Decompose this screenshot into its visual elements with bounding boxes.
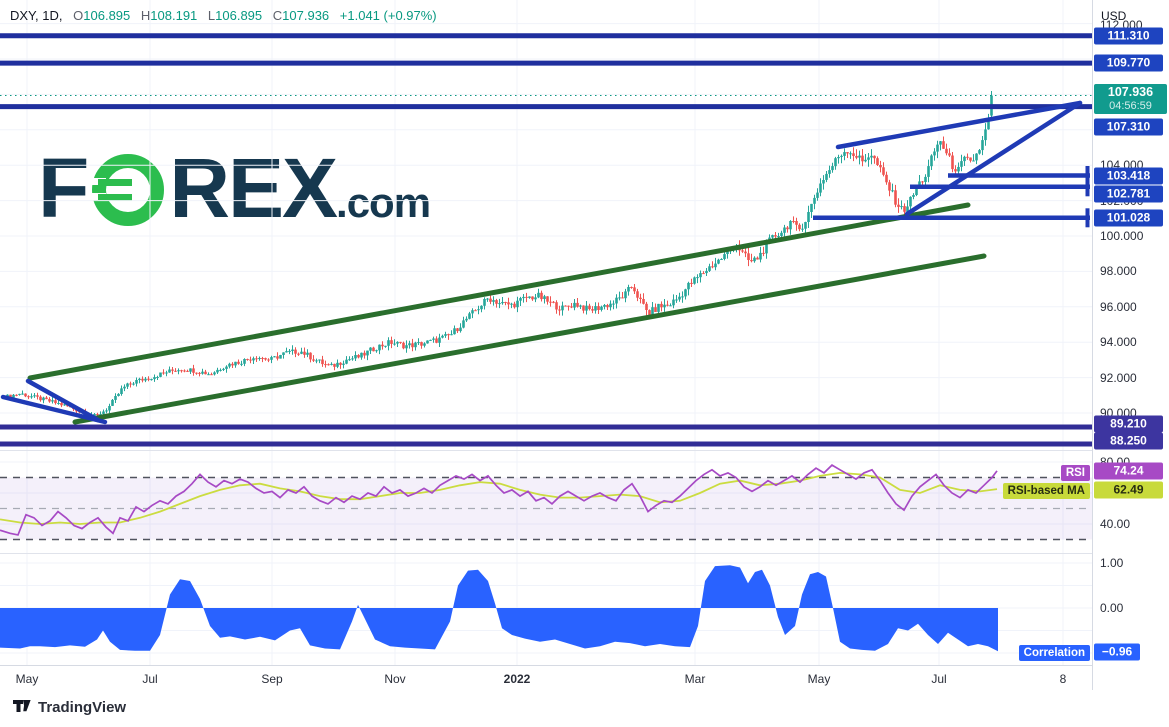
chart-canvas[interactable] <box>0 0 1092 690</box>
low-value: 106.895 <box>215 8 263 23</box>
rsi-line <box>0 464 998 536</box>
rsi-ma-line <box>0 471 998 525</box>
axis-tick-label: 1.00 <box>1100 556 1124 570</box>
time-tick-label: May <box>15 672 39 686</box>
price-level-badge: 62.49 <box>1094 481 1163 499</box>
current-price-value: 107.936 <box>1107 85 1154 99</box>
blue-trendline <box>0 394 108 425</box>
blue-trendline <box>835 100 1083 150</box>
time-axis[interactable]: May Jul Sep Nov 2022 Mar May Jul 8 <box>0 665 1092 691</box>
price-level-badge: 101.028 <box>1094 209 1163 227</box>
axis-currency-label: USD <box>1101 9 1127 23</box>
change-value: +1.041 (+0.97%) <box>339 8 437 23</box>
price-axis[interactable]: USD 112.000104.000102.000100.00098.00096… <box>1092 0 1169 690</box>
axis-tick-label: 100.000 <box>1100 229 1144 243</box>
time-tick-label: 2022 <box>503 672 531 686</box>
axis-tick-label: 94.000 <box>1100 335 1137 349</box>
symbol-name[interactable]: DXY, 1D, <box>10 8 63 23</box>
time-tick-label: 8 <box>1059 672 1067 686</box>
price-level-badge: 111.310 <box>1094 27 1163 45</box>
price-level-badge: 107.310 <box>1094 118 1163 136</box>
price-level-badge: 109.770 <box>1094 54 1163 72</box>
axis-tick-label: 98.000 <box>1100 264 1137 278</box>
time-tick-label: Jul <box>931 672 947 686</box>
close-label: C <box>272 8 283 23</box>
rsi-ma-badge: RSI-based MA <box>1002 483 1090 499</box>
low-label: L <box>207 8 216 23</box>
price-level-badge: 103.418 <box>1094 167 1163 185</box>
watermark-dotcom: .com <box>336 179 431 226</box>
price-level-badge: 89.210 <box>1094 415 1163 433</box>
axis-tick-label: 40.00 <box>1100 517 1131 531</box>
tradingview-logo-icon <box>13 700 31 712</box>
green-channel-line <box>72 253 987 425</box>
price-level-badge: −0.96 <box>1094 643 1140 661</box>
close-value: 107.936 <box>282 8 330 23</box>
time-tick-label: Jul <box>142 672 158 686</box>
green-channel-line <box>27 202 971 381</box>
correlation-area <box>0 565 998 652</box>
axis-tick-label: 92.000 <box>1100 371 1137 385</box>
open-value: 106.895 <box>83 8 131 23</box>
open-label: O <box>73 8 84 23</box>
tradingview-brand-text: TradingView <box>38 699 127 716</box>
forex-o-logo-icon <box>88 148 168 232</box>
high-value: 108.191 <box>150 8 198 23</box>
correlation-badge: Correlation <box>1018 645 1090 661</box>
bar-countdown: 04:56:59 <box>1109 100 1152 112</box>
price-level-badge: 74.24 <box>1094 462 1163 480</box>
high-label: H <box>140 8 151 23</box>
price-level-badge: 88.250 <box>1094 432 1163 450</box>
forex-com-watermark: F REX .com <box>38 141 431 235</box>
time-tick-label: Sep <box>261 672 283 686</box>
current-price-badge: 107.936 04:56:59 <box>1094 84 1167 114</box>
blue-trendline <box>25 378 101 423</box>
time-tick-label: May <box>807 672 831 686</box>
time-tick-label: Nov <box>384 672 406 686</box>
tradingview-attribution[interactable]: TradingView <box>13 699 126 716</box>
time-tick-label: Mar <box>684 672 706 686</box>
watermark-f: F <box>38 141 89 235</box>
symbol-header: DXY, 1D, O106.895 H108.191 L106.895 C107… <box>10 8 437 23</box>
axis-tick-label: 96.000 <box>1100 300 1137 314</box>
rsi-badge: RSI <box>1060 465 1090 481</box>
watermark-rex: REX <box>169 141 338 235</box>
blue-trendline <box>904 100 1083 217</box>
price-level-badge: 102.781 <box>1094 185 1163 203</box>
axis-tick-label: 0.00 <box>1100 601 1124 615</box>
